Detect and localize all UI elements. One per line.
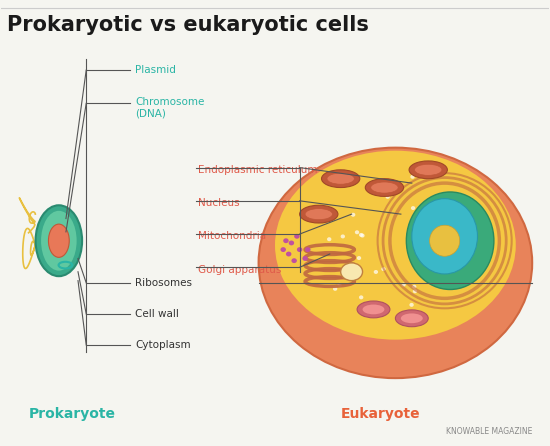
Text: KNOWABLE MAGAZINE: KNOWABLE MAGAZINE [446, 427, 532, 436]
Ellipse shape [351, 213, 355, 217]
Ellipse shape [360, 234, 365, 238]
Ellipse shape [412, 285, 416, 289]
Ellipse shape [322, 170, 360, 187]
Ellipse shape [357, 256, 361, 260]
Ellipse shape [406, 192, 494, 289]
Ellipse shape [386, 195, 390, 199]
Ellipse shape [258, 148, 532, 378]
Ellipse shape [362, 305, 384, 314]
Ellipse shape [286, 252, 292, 256]
Text: Endoplasmic reticulum: Endoplasmic reticulum [199, 165, 318, 175]
Text: Chromosome
(DNA): Chromosome (DNA) [135, 97, 205, 119]
Ellipse shape [357, 301, 390, 318]
Ellipse shape [359, 233, 364, 237]
Ellipse shape [297, 247, 302, 252]
Ellipse shape [340, 235, 345, 239]
Ellipse shape [415, 164, 442, 175]
Ellipse shape [275, 151, 516, 340]
Text: Golgi apparatus: Golgi apparatus [199, 264, 282, 275]
Ellipse shape [333, 287, 337, 291]
Ellipse shape [430, 225, 460, 256]
Ellipse shape [402, 283, 406, 287]
Ellipse shape [283, 238, 289, 243]
Ellipse shape [413, 289, 417, 293]
Ellipse shape [409, 161, 447, 179]
Ellipse shape [289, 240, 294, 245]
Ellipse shape [426, 245, 430, 249]
Ellipse shape [36, 205, 82, 276]
Ellipse shape [292, 258, 297, 263]
Ellipse shape [305, 247, 311, 252]
Ellipse shape [280, 247, 286, 252]
Ellipse shape [452, 279, 456, 283]
Ellipse shape [305, 209, 332, 220]
Ellipse shape [409, 303, 414, 307]
Ellipse shape [300, 205, 338, 223]
Text: Eukaryote: Eukaryote [340, 407, 420, 421]
Ellipse shape [412, 198, 477, 274]
Ellipse shape [451, 257, 455, 261]
Ellipse shape [41, 211, 76, 271]
Ellipse shape [395, 310, 428, 327]
Text: Mitochondria: Mitochondria [199, 231, 267, 241]
Ellipse shape [373, 270, 378, 274]
Ellipse shape [302, 256, 308, 261]
Ellipse shape [48, 224, 69, 257]
Text: Prokaryotic vs eukaryotic cells: Prokaryotic vs eukaryotic cells [7, 15, 369, 35]
Ellipse shape [294, 234, 300, 239]
Text: Ribosomes: Ribosomes [135, 278, 192, 288]
Text: Cell wall: Cell wall [135, 309, 179, 319]
Ellipse shape [327, 237, 332, 241]
Ellipse shape [410, 175, 415, 179]
Ellipse shape [340, 263, 362, 281]
Ellipse shape [411, 206, 415, 210]
Text: Prokaryote: Prokaryote [29, 407, 116, 421]
Ellipse shape [401, 314, 423, 323]
Ellipse shape [355, 230, 359, 234]
Text: Plasmid: Plasmid [135, 65, 177, 75]
Ellipse shape [381, 267, 386, 271]
Ellipse shape [371, 182, 398, 193]
Ellipse shape [434, 222, 438, 226]
Ellipse shape [365, 179, 404, 196]
Ellipse shape [327, 173, 354, 184]
Text: Nucleus: Nucleus [199, 198, 240, 208]
Text: Cytoplasm: Cytoplasm [135, 340, 191, 350]
Ellipse shape [338, 283, 342, 287]
Ellipse shape [359, 295, 364, 299]
